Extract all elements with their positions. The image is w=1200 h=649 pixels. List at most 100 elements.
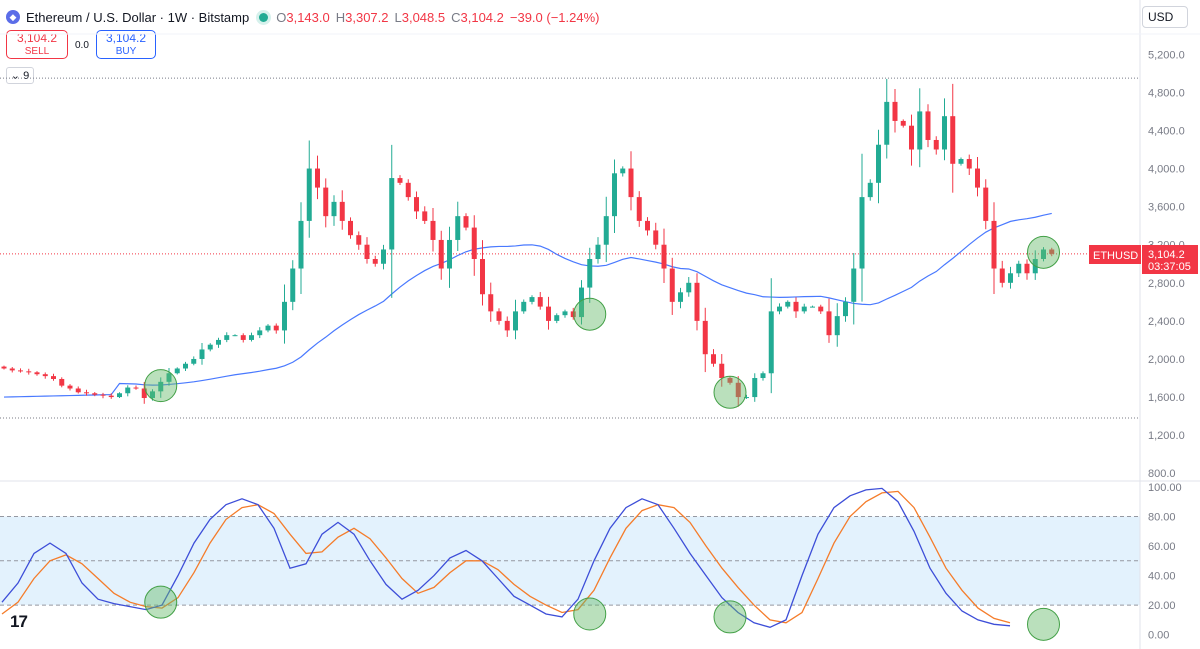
candle-body (414, 197, 419, 212)
candle (51, 373, 56, 381)
oscillator-signal-marker (573, 597, 607, 631)
candle-body (587, 259, 593, 288)
price-tick-label: 1,600.0 (1148, 392, 1185, 404)
candle (620, 166, 626, 177)
buy-label: BUY (115, 46, 137, 57)
candle (108, 393, 114, 399)
candle-body (768, 311, 774, 374)
candle (892, 88, 898, 133)
candle (702, 307, 708, 373)
candle-body (801, 306, 807, 312)
candle-body (1016, 263, 1022, 274)
candle (84, 389, 89, 396)
candle-body (966, 159, 972, 169)
candle-body (1, 366, 7, 369)
candle-body (1008, 273, 1013, 283)
candle (92, 392, 98, 397)
level-lines-layer (0, 77, 1140, 419)
candle (372, 255, 378, 267)
candle-body (900, 120, 906, 126)
candle-body (405, 182, 411, 198)
candle-body (777, 306, 782, 312)
candle (843, 297, 848, 322)
candle (529, 295, 535, 305)
candle-body (430, 220, 436, 240)
sell-button[interactable]: 3,104.2 SELL (6, 30, 68, 59)
currency-selector[interactable]: USD (1142, 6, 1188, 28)
stochastic-k-line (1, 487, 1011, 628)
candles-layer (1, 78, 1055, 407)
candle (488, 282, 494, 322)
candle-body (661, 244, 667, 269)
candle-body (579, 287, 584, 318)
candle-body (950, 116, 956, 164)
candle (826, 298, 832, 343)
indicators-collapse-button[interactable]: ⌄ 9 (6, 67, 34, 84)
buy-button[interactable]: 3,104.2 BUY (96, 30, 156, 59)
candle-body (554, 315, 560, 321)
candle-body (59, 378, 65, 386)
candle (166, 368, 172, 386)
chevron-down-icon: ⌄ (10, 70, 24, 82)
candle (59, 377, 65, 388)
symbol-tag: ETHUSD (1093, 250, 1138, 262)
oscillator-tick-label: 60.00 (1148, 541, 1176, 553)
candle (884, 78, 890, 159)
candle (645, 217, 650, 236)
oscillator-tick-label: 80.00 (1148, 511, 1176, 523)
candle (793, 297, 799, 318)
candle-body (422, 211, 428, 221)
candle (9, 367, 15, 373)
candle-body (315, 168, 320, 188)
candle-body (133, 387, 139, 389)
candle (975, 156, 980, 197)
candle-body (694, 282, 700, 321)
candle (1008, 266, 1013, 289)
candle-body (158, 381, 164, 392)
candle-body (892, 101, 898, 121)
candle (554, 313, 560, 324)
candle (405, 179, 411, 201)
candle (686, 277, 692, 297)
symbol-title[interactable]: Ethereum / U.S. Dollar · 1W · Bitstamp (26, 9, 250, 25)
candle-body (719, 363, 725, 379)
candle-body (216, 339, 221, 345)
candle (117, 392, 122, 399)
candle-body (752, 378, 758, 398)
candle (612, 159, 617, 233)
price-tag-countdown: 03:37:05 (1148, 261, 1191, 273)
price-tick-label: 2,000.0 (1148, 354, 1185, 366)
candle (290, 260, 296, 311)
candle (1024, 259, 1030, 280)
candle-body (323, 187, 329, 217)
candle-body (397, 178, 403, 183)
candle (653, 222, 659, 250)
candle (26, 368, 32, 375)
candle-body (925, 111, 931, 140)
price-signal-marker (1027, 235, 1060, 269)
candle-body (364, 244, 370, 259)
candle (100, 392, 106, 399)
candle-body (603, 216, 609, 245)
candle (42, 372, 48, 379)
candle (430, 207, 436, 252)
symbol-tag-bg (1089, 245, 1141, 264)
candle-body (702, 320, 708, 355)
price-signal-marker (573, 297, 607, 331)
price-tick-label: 3,600.0 (1148, 202, 1185, 214)
oscillator-lines-layer (1, 487, 1011, 628)
candle-body (884, 101, 890, 145)
candle-body (793, 301, 799, 312)
price-tick-label: 4,800.0 (1148, 87, 1185, 99)
candle-body (298, 220, 304, 269)
moving-average-line (3, 212, 1052, 398)
price-signal-marker (144, 369, 178, 403)
oscillator-tick-label: 40.00 (1148, 571, 1176, 583)
oscillator-tick-label: 20.00 (1148, 600, 1176, 612)
candle-body (191, 358, 197, 364)
candle-body (562, 311, 568, 316)
candle-body (438, 239, 444, 269)
candle-body (51, 376, 56, 379)
candle-body (917, 111, 923, 150)
